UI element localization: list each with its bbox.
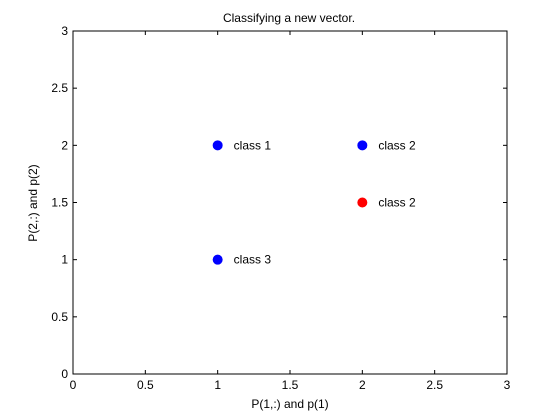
x-axis-ticks: 0 0.5 1 1.5 2 2.5 3 [70, 31, 511, 392]
point-label: class 1 [234, 138, 272, 152]
plot-area [72, 30, 508, 375]
y-tick-label: 3 [61, 24, 68, 38]
y-tick-label: 1 [61, 253, 68, 267]
x-tick-label: 2 [359, 378, 366, 392]
x-tick-label: 0.5 [137, 378, 154, 392]
y-tick-label: 2.5 [51, 81, 68, 95]
y-axis-label: P(2,:) and p(2) [26, 164, 40, 241]
x-tick-label: 1 [214, 378, 221, 392]
point-label: class 2 [378, 138, 416, 152]
x-tick-label: 3 [504, 378, 511, 392]
chart-title: Classifying a new vector. [223, 11, 355, 25]
point-label: class 2 [378, 196, 416, 210]
x-tick-label: 1.5 [282, 378, 299, 392]
data-point [357, 140, 368, 151]
x-tick-label: 0 [70, 378, 77, 392]
data-point [212, 254, 223, 265]
x-tick-label: 2.5 [426, 378, 443, 392]
y-axis-ticks: 0 0.5 1 1.5 2 2.5 3 [51, 24, 507, 381]
y-tick-label: 0.5 [51, 310, 68, 324]
y-tick-label: 0 [61, 367, 68, 381]
data-point [212, 140, 223, 151]
point-label: class 3 [234, 253, 272, 267]
y-tick-label: 2 [61, 138, 68, 152]
data-point [357, 197, 368, 208]
y-tick-label: 1.5 [51, 196, 68, 210]
data-points: class 1 class 2 class 2 class 3 [212, 138, 416, 267]
x-axis-label: P(1,:) and p(1) [251, 397, 328, 411]
